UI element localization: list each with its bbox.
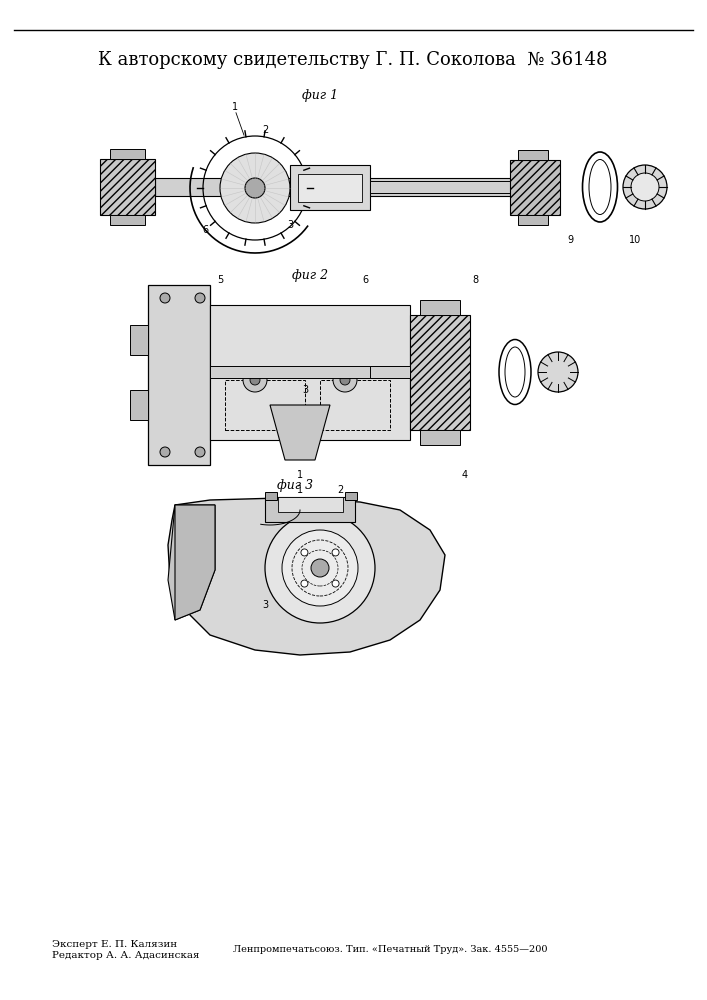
Bar	[290, 165, 370, 210]
Polygon shape	[168, 498, 445, 655]
Bar	[370, 181, 520, 193]
Circle shape	[538, 352, 578, 392]
Text: фиг 2: фиг 2	[292, 269, 328, 282]
Polygon shape	[168, 505, 215, 620]
Bar	[130, 390, 148, 420]
Circle shape	[623, 165, 667, 209]
Circle shape	[160, 293, 170, 303]
Circle shape	[220, 153, 290, 223]
Bar	[110, 149, 145, 159]
Text: 8: 8	[472, 275, 478, 285]
Text: 2: 2	[262, 125, 268, 135]
Circle shape	[265, 513, 375, 623]
Circle shape	[311, 559, 329, 577]
Bar	[210, 366, 410, 378]
Bar	[298, 174, 362, 202]
Text: 6: 6	[202, 225, 208, 235]
Polygon shape	[148, 285, 210, 465]
Bar	[518, 150, 548, 160]
Circle shape	[333, 368, 357, 392]
Bar	[130, 325, 148, 355]
Circle shape	[301, 580, 308, 587]
Text: 3: 3	[302, 385, 308, 395]
Text: 5: 5	[217, 275, 223, 285]
Bar	[370, 366, 410, 378]
Circle shape	[631, 173, 659, 201]
Text: фиг 3: фиг 3	[277, 479, 313, 492]
Circle shape	[250, 375, 260, 385]
Text: 10: 10	[629, 235, 641, 245]
Circle shape	[195, 447, 205, 457]
Circle shape	[332, 580, 339, 587]
Circle shape	[282, 530, 358, 606]
Bar	[420, 300, 460, 315]
Bar	[225, 380, 305, 430]
Text: 1: 1	[297, 485, 303, 495]
Text: 6: 6	[362, 275, 368, 285]
Bar	[265, 492, 277, 500]
Bar	[410, 315, 470, 430]
Bar	[265, 497, 355, 522]
Text: Ленпромпечатьсоюз. Тип. «Печатный Труд». Зак. 4555—200: Ленпромпечатьсоюз. Тип. «Печатный Труд».…	[233, 946, 547, 954]
Bar	[155, 178, 535, 196]
Text: 3: 3	[262, 600, 268, 610]
Circle shape	[340, 375, 350, 385]
Text: 3: 3	[287, 220, 293, 230]
Bar	[518, 215, 548, 225]
Bar	[420, 430, 460, 445]
Polygon shape	[270, 405, 330, 460]
Bar	[210, 305, 410, 440]
Text: 1: 1	[297, 470, 303, 480]
Circle shape	[243, 368, 267, 392]
Bar	[278, 497, 343, 512]
Circle shape	[245, 178, 265, 198]
Bar	[110, 215, 145, 225]
Text: К авторскому свидетельству Г. П. Соколова  № 36148: К авторскому свидетельству Г. П. Соколов…	[98, 51, 608, 69]
Circle shape	[332, 549, 339, 556]
Polygon shape	[175, 505, 215, 620]
Text: 2: 2	[337, 485, 343, 495]
Bar	[320, 380, 390, 430]
Text: 4: 4	[462, 470, 468, 480]
Text: 1: 1	[232, 102, 238, 112]
Circle shape	[160, 447, 170, 457]
Circle shape	[195, 293, 205, 303]
Text: фиг 1: фиг 1	[302, 89, 338, 102]
Text: 9: 9	[567, 235, 573, 245]
Circle shape	[301, 549, 308, 556]
Bar	[100, 159, 155, 215]
Bar	[510, 160, 560, 215]
Text: Эксперт Е. П. Калязин
Редактор А. А. Адасинская: Эксперт Е. П. Калязин Редактор А. А. Ада…	[52, 940, 199, 960]
Bar	[345, 492, 357, 500]
